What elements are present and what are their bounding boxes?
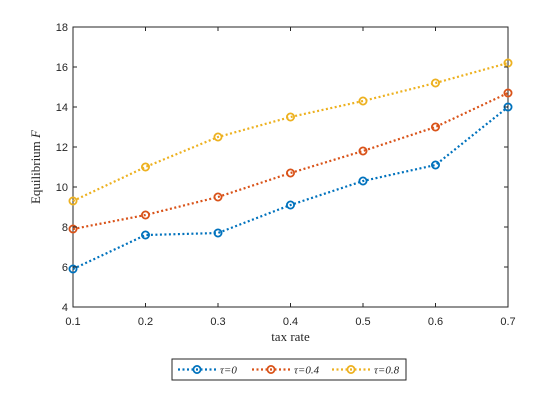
plot-area-box [72, 26, 509, 308]
data-point [358, 146, 368, 156]
legend-label: τ=0 [220, 365, 237, 377]
series-line [72, 61, 509, 202]
legend-marker [192, 364, 202, 374]
y-axis-label-main: Equilibrium [28, 138, 43, 204]
y-tick-label: 14 [56, 102, 68, 114]
y-axis-label-var: F [28, 129, 43, 139]
x-tick-label: 0.1 [65, 316, 80, 328]
y-tick-label: 6 [62, 262, 68, 274]
x-axis-label: tax rate [271, 329, 310, 344]
data-point [503, 88, 513, 98]
series-line [72, 106, 509, 270]
legend-marker [266, 364, 276, 374]
data-point [285, 168, 295, 178]
data-point [140, 210, 150, 220]
x-tick-label: 0.2 [138, 316, 153, 328]
x-tick-label: 0.6 [428, 316, 443, 328]
data-point [213, 228, 223, 238]
x-tick-label: 0.4 [283, 316, 298, 328]
y-tick-label: 18 [56, 22, 68, 34]
data-point [213, 192, 223, 202]
data-point [68, 196, 78, 206]
data-point [285, 200, 295, 210]
legend-label: τ=0.4 [294, 365, 320, 377]
legend-label: τ=0.8 [374, 365, 400, 377]
data-point [285, 112, 295, 122]
data-point [140, 162, 150, 172]
data-point [430, 160, 440, 170]
y-tick-label: 12 [56, 142, 68, 154]
data-point [68, 264, 78, 274]
data-point [430, 78, 440, 88]
legend-marker [346, 364, 356, 374]
y-tick-label: 10 [56, 182, 68, 194]
series-line [72, 92, 509, 231]
x-tick-label: 0.7 [500, 316, 515, 328]
data-point [358, 96, 368, 106]
x-tick-label: 0.3 [210, 316, 225, 328]
series-1 [68, 88, 513, 234]
data-point [140, 230, 150, 240]
y-tick-label: 4 [62, 302, 68, 314]
data-point [68, 224, 78, 234]
y-axis-label: Equilibrium F [28, 129, 43, 204]
y-tick-label: 8 [62, 222, 68, 234]
x-tick-label: 0.5 [355, 316, 370, 328]
data-point [430, 122, 440, 132]
data-point [213, 132, 223, 142]
legend: τ=0 τ=0.4 τ=0.8 [171, 358, 407, 381]
y-tick-label: 16 [56, 62, 68, 74]
data-point [358, 176, 368, 186]
